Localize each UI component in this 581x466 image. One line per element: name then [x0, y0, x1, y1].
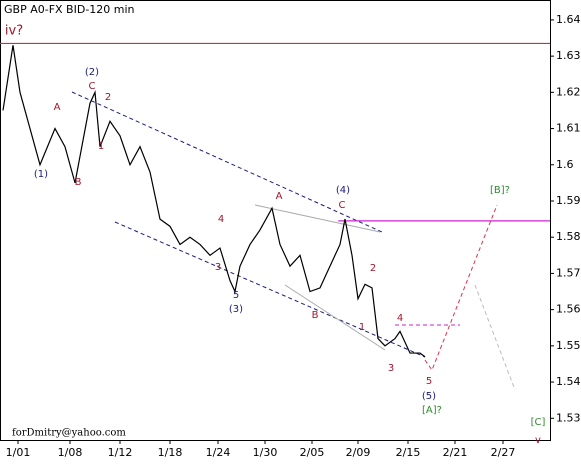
- plot-frame: [0, 0, 551, 441]
- wave-label: [A]?: [422, 405, 442, 416]
- wave-label: [C]: [531, 417, 546, 428]
- wave-lines: [71, 91, 516, 391]
- y-tick-label: 1.53: [556, 411, 581, 424]
- wave-label: B: [75, 177, 82, 188]
- y-tick-label: 1.55: [556, 339, 581, 352]
- y-tick-label: 1.57: [556, 266, 581, 279]
- x-tick-label: 2/27: [491, 446, 516, 459]
- projection: [474, 284, 516, 391]
- wave-label: (2): [85, 67, 99, 78]
- x-tick-label: 2/21: [443, 446, 468, 459]
- x-tick-label: 1/18: [158, 446, 183, 459]
- wave-label: (5): [422, 391, 436, 402]
- x-tick-label: 2/15: [396, 446, 421, 459]
- wave-label: 3: [388, 363, 394, 374]
- x-tick-label: 1/01: [6, 446, 31, 459]
- wave-label: 4: [397, 313, 403, 324]
- x-tick-label: 2/09: [346, 446, 371, 459]
- wave-label: iv?: [5, 24, 23, 39]
- wave-label: v: [535, 435, 541, 446]
- y-tick-label: 1.54: [556, 375, 581, 388]
- y-tick-label: 1.63: [556, 49, 581, 62]
- y-tick-label: 1.64: [556, 13, 581, 26]
- wave-label: C: [89, 81, 96, 92]
- y-tick-label: 1.58: [556, 230, 581, 243]
- wave-label: (4): [336, 185, 350, 196]
- wave-label: 3: [215, 262, 221, 273]
- y-tick-label: 1.56: [556, 303, 581, 316]
- y-tick-label: 1.59: [556, 194, 581, 207]
- y-tick-label: 1.6: [556, 158, 574, 171]
- wave-label: 2: [370, 263, 376, 274]
- y-tick-label: 1.61: [556, 122, 581, 135]
- x-tick-label: 1/08: [58, 446, 83, 459]
- x-tick-label: 1/12: [108, 446, 133, 459]
- wave-label: B: [312, 310, 319, 321]
- wave-label: 2: [105, 92, 111, 103]
- wave-label: 4: [218, 214, 224, 225]
- wave-label: 5: [233, 290, 239, 301]
- wave-label: (1): [34, 169, 48, 180]
- wave-label: A: [276, 191, 283, 202]
- price-line: [2, 45, 426, 358]
- watermark: forDmitry@yahoo.com: [12, 428, 126, 439]
- chart-title: GBP A0-FX BID-120 min: [4, 3, 135, 16]
- projection: [424, 204, 498, 372]
- wave-label: 1: [359, 322, 365, 333]
- wave-label: 1: [98, 141, 104, 152]
- x-tick-label: 1/24: [206, 446, 231, 459]
- wave-label: A: [54, 102, 61, 113]
- wave-label: [B]?: [490, 185, 510, 196]
- wave-label: 5: [426, 376, 432, 387]
- wedge-line: [284, 284, 386, 351]
- x-tick-label: 1/30: [253, 446, 278, 459]
- y-tick-label: 1.62: [556, 85, 581, 98]
- wave-label: C: [339, 200, 346, 211]
- wave-label: (3): [229, 304, 243, 315]
- channel-line: [114, 221, 426, 358]
- channel-line: [71, 91, 383, 233]
- x-tick-label: 2/05: [300, 446, 325, 459]
- wedge-line: [254, 204, 381, 233]
